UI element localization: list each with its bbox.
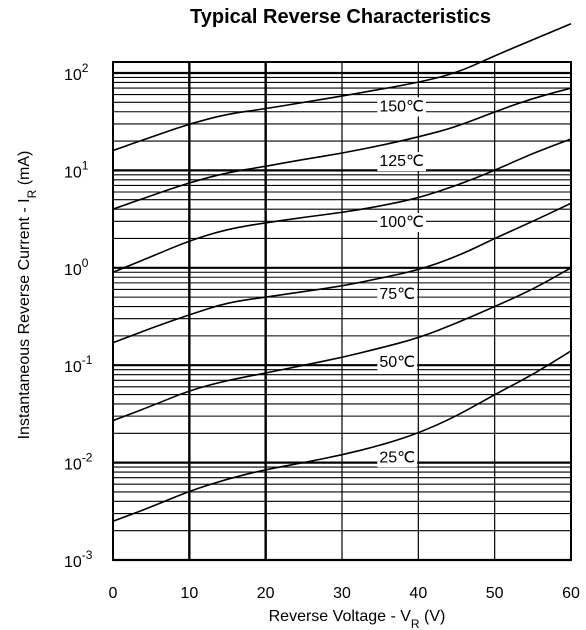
x-axis-label-sub: R — [411, 617, 420, 630]
chart-title: Typical Reverse Characteristics — [190, 6, 491, 28]
x-tick-label: 20 — [257, 585, 275, 602]
series-label-1: 125℃ — [377, 152, 427, 172]
x-tick-label: 50 — [486, 585, 504, 602]
y-axis-label: Instantaneous Reverse Current - IR (mA) — [16, 151, 39, 440]
series-lines — [112, 23, 572, 522]
series-label-bg — [377, 213, 427, 233]
x-tick-label: 30 — [333, 585, 351, 602]
series-line-2 — [112, 138, 572, 273]
x-tick-label: 10 — [180, 585, 198, 602]
series-label-bg — [377, 152, 427, 172]
series-label-text: 75℃ — [379, 286, 415, 303]
x-axis-label-main: Reverse Voltage - V — [269, 608, 412, 625]
y-tick-label: 10-1 — [64, 353, 93, 376]
series-line-5 — [112, 350, 572, 522]
series-label-text: 50℃ — [379, 354, 415, 371]
series-label-bg — [377, 97, 427, 117]
grid — [112, 62, 572, 562]
series-label-bg — [377, 353, 418, 373]
y-axis-label-unit: (mA) — [16, 151, 33, 190]
series-label-bg — [377, 448, 418, 468]
series-labels: 150℃ 125℃ 100℃ 75℃ 50℃ 25℃ — [377, 97, 427, 468]
series-label-text: 150℃ — [379, 98, 424, 115]
y-tick-label: 10-3 — [64, 548, 93, 571]
plot-frame — [112, 61, 572, 561]
y-axis-label-sub: R — [25, 189, 39, 198]
series-label-2: 100℃ — [377, 213, 427, 233]
series-line-3 — [112, 202, 572, 344]
series-label-3: 75℃ — [377, 284, 418, 304]
y-tick-label: 102 — [64, 61, 89, 84]
x-tick-label: 0 — [109, 585, 118, 602]
series-label-text: 25℃ — [379, 449, 415, 466]
series-label-0: 150℃ — [377, 97, 427, 117]
series-label-text: 100℃ — [379, 214, 424, 231]
series-line-4 — [112, 267, 572, 422]
x-tick-labels: 0 10 20 30 40 50 60 — [109, 585, 580, 602]
series-label-text: 125℃ — [379, 153, 424, 170]
series-label-4: 50℃ — [377, 353, 418, 373]
y-axis-label-main: Instantaneous Reverse Current - I — [16, 198, 33, 439]
y-tick-label: 101 — [64, 158, 89, 181]
x-tick-label: 60 — [562, 585, 580, 602]
x-axis-label: Reverse Voltage - VR (V) — [269, 608, 446, 630]
y-tick-labels: 102 101 100 10-1 10-2 10-3 — [64, 61, 93, 571]
series-label-bg — [377, 284, 418, 304]
y-tick-label: 10-2 — [64, 451, 93, 474]
plot-border — [112, 61, 572, 561]
series-label-5: 25℃ — [377, 448, 418, 468]
series-line-0 — [112, 23, 572, 152]
x-tick-label: 40 — [409, 585, 427, 602]
x-axis-label-unit: (V) — [420, 608, 446, 625]
series-line-1 — [112, 87, 572, 210]
y-tick-label: 100 — [64, 256, 89, 279]
